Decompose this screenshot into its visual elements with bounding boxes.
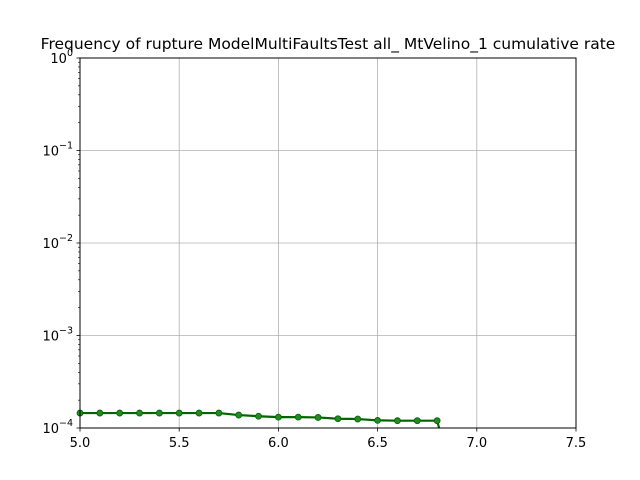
x-tick-label: 6.5: [367, 436, 388, 451]
x-tick-label: 5.5: [169, 436, 190, 451]
y-tick-base: 10: [42, 145, 59, 160]
y-tick-label: 10−4: [42, 418, 73, 437]
data-point: [255, 412, 262, 420]
y-tick-exponent: −1: [59, 141, 73, 152]
chart-title: Frequency of rupture ModelMultiFaultsTes…: [41, 35, 616, 54]
data-point: [235, 411, 243, 419]
x-tick-label: 6.0: [268, 436, 289, 451]
data-point: [314, 414, 322, 421]
data-point: [96, 409, 104, 417]
grid: [79, 57, 577, 429]
series-layer: [76, 409, 441, 428]
x-axis: 5.0 5.5 6.0 6.5 7.0 7.5: [70, 428, 587, 451]
x-tick-label: 5.0: [70, 436, 91, 451]
data-point: [195, 409, 203, 417]
y-tick-label: 100: [50, 48, 73, 67]
data-point: [215, 409, 223, 417]
x-tick-label: 7.5: [566, 436, 587, 451]
y-tick-exponent: −2: [59, 233, 73, 244]
data-point: [433, 417, 441, 425]
data-point: [394, 417, 401, 425]
data-point: [334, 415, 342, 423]
y-tick-exponent: −3: [59, 326, 73, 337]
data-point: [354, 415, 362, 423]
y-tick-base: 10: [42, 237, 59, 252]
data-point: [116, 409, 124, 417]
data-point: [274, 413, 282, 421]
y-tick-base: 10: [42, 330, 59, 345]
data-point: [175, 409, 183, 417]
data-point: [413, 417, 421, 425]
data-point: [136, 409, 143, 417]
y-tick-base: 10: [42, 422, 59, 437]
y-tick-exponent: −4: [59, 418, 73, 429]
data-point: [155, 409, 163, 417]
y-tick-exponent: 0: [67, 48, 73, 59]
y-tick-label: 10−3: [42, 326, 73, 345]
x-tick-label: 7.0: [466, 436, 487, 451]
y-tick-label: 10−1: [42, 141, 73, 160]
data-point: [294, 413, 302, 421]
y-tick-label: 10−2: [42, 233, 73, 252]
data-point: [374, 416, 382, 424]
y-tick-base: 10: [50, 52, 67, 67]
